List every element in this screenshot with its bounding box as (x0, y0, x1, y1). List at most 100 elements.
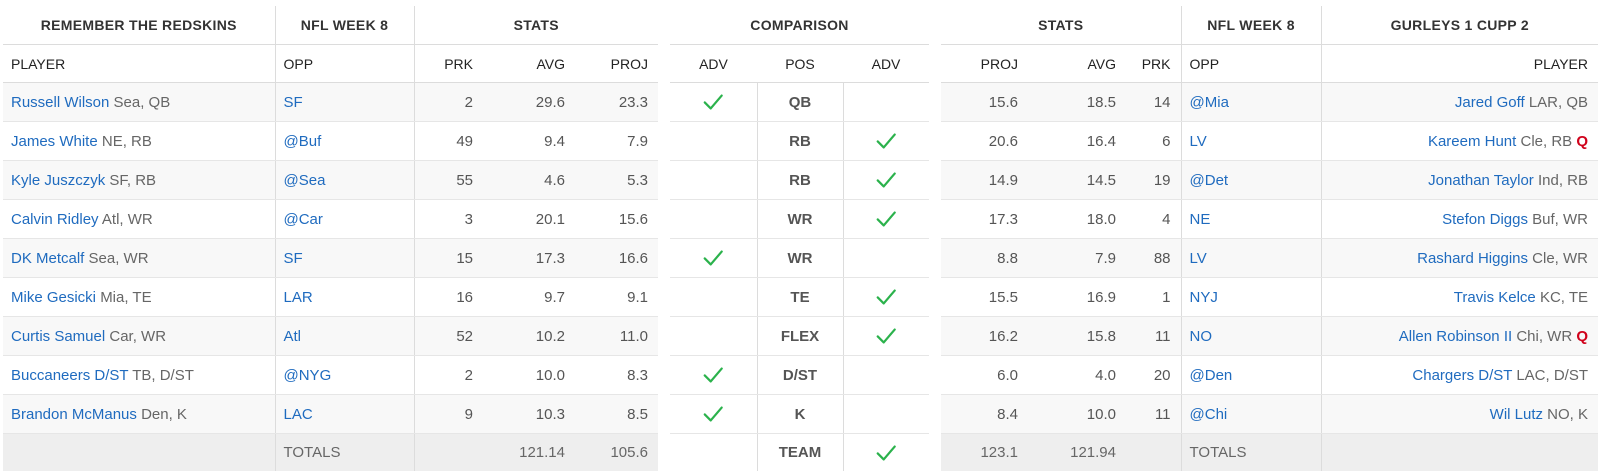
right-player-row: 8.8 7.9 88 LV Rashard Higgins Cle, WR (941, 238, 1599, 278)
opponent-link[interactable]: NO (1189, 327, 1213, 345)
opponent-link[interactable]: @NYG (283, 366, 332, 384)
player-name-link[interactable]: Allen Robinson II (1398, 327, 1513, 345)
player-name-link[interactable]: DK Metcalf (11, 249, 85, 267)
right-adv-cell (843, 316, 930, 356)
proj-cell: 6.0 (941, 355, 1028, 395)
avg-cell: 9.4 (483, 121, 575, 161)
avg-cell: 9.7 (483, 277, 575, 317)
player-name-link[interactable]: Chargers D/ST (1412, 366, 1513, 384)
comp-col-pos: POS (757, 44, 843, 83)
left-adv-cell (670, 199, 757, 239)
left-adv-cell (670, 160, 757, 200)
player-name-link[interactable]: James White (11, 132, 98, 150)
right-adv-cell (843, 121, 930, 161)
check-icon (703, 94, 724, 110)
player-team-pos: Atl, WR (101, 210, 153, 228)
opponent-link[interactable]: @Det (1189, 171, 1229, 189)
player-cell: Travis Kelce KC, TE (1320, 277, 1599, 317)
prk-cell: 2 (413, 355, 483, 395)
check-icon (876, 133, 897, 149)
left-team-table: REMEMBER THE REDSKINS NFL WEEK 8 STATS P… (3, 6, 659, 471)
player-cell: Stefon Diggs Buf, WR (1320, 199, 1599, 239)
player-name-link[interactable]: Mike Gesicki (11, 288, 97, 306)
opponent-link[interactable]: NYJ (1189, 288, 1218, 306)
player-name-link[interactable]: Curtis Samuel (11, 327, 106, 345)
player-name-link[interactable]: Jonathan Taylor (1428, 171, 1534, 189)
opponent-link[interactable]: @Mia (1189, 93, 1229, 111)
opponent-link[interactable]: @Den (1189, 366, 1233, 384)
player-name-link[interactable]: Jared Goff (1454, 93, 1525, 111)
left-player-row: Mike Gesicki Mia, TE LAR 16 9.7 9.1 (3, 277, 659, 317)
right-adv-cell (843, 277, 930, 317)
player-team-pos: Buf, WR (1532, 210, 1589, 228)
opponent-link[interactable]: LV (1189, 132, 1207, 150)
opponent-link[interactable]: SF (283, 249, 303, 267)
left-col-prk: PRK (413, 44, 483, 83)
player-name-link[interactable]: Travis Kelce (1453, 288, 1536, 306)
opponent-link[interactable]: SF (283, 93, 303, 111)
player-name-link[interactable]: Buccaneers D/ST (11, 366, 129, 384)
left-player-row: Kyle Juszczyk SF, RB @Sea 55 4.6 5.3 (3, 160, 659, 200)
position-label: WR (756, 199, 844, 239)
left-player-row: James White NE, RB @Buf 49 9.4 7.9 (3, 121, 659, 161)
right-adv-cell (843, 160, 930, 200)
opponent-link[interactable]: LAC (283, 405, 313, 423)
player-name-link[interactable]: Wil Lutz (1489, 405, 1543, 423)
left-totals-label: TOTALS (274, 433, 414, 471)
player-cell: Curtis Samuel Car, WR (3, 316, 275, 356)
prk-cell: 4 (1126, 199, 1182, 239)
avg-cell: 18.0 (1028, 199, 1126, 239)
opponent-link[interactable]: LAR (283, 288, 313, 306)
opponent-cell: @Det (1180, 160, 1322, 200)
player-cell: Jared Goff LAR, QB (1320, 82, 1599, 122)
player-name-link[interactable]: Kareem Hunt (1427, 132, 1517, 150)
opponent-cell: @NYG (274, 355, 414, 395)
check-icon (876, 289, 897, 305)
player-name-link[interactable]: Calvin Ridley (11, 210, 99, 228)
player-team-pos: Cle, WR (1532, 249, 1589, 267)
opponent-link[interactable]: @Chi (1189, 405, 1228, 423)
empty-cell (413, 433, 483, 471)
check-icon (703, 250, 724, 266)
position-label: K (756, 394, 844, 434)
comparison-row: TE (670, 277, 930, 317)
opponent-link[interactable]: @Sea (283, 171, 326, 189)
proj-cell: 14.9 (941, 160, 1028, 200)
left-totals-row: TOTALS 121.14 105.6 (3, 433, 659, 471)
player-cell: Rashard Higgins Cle, WR (1320, 238, 1599, 278)
right-stats-header: STATS (941, 6, 1182, 45)
prk-cell: 52 (413, 316, 483, 356)
opponent-cell: NO (1180, 316, 1322, 356)
check-icon (703, 406, 724, 422)
prk-cell: 6 (1126, 121, 1182, 161)
opponent-link[interactable]: @Car (283, 210, 323, 228)
left-adv-cell (670, 433, 757, 471)
opponent-cell: @Mia (1180, 82, 1322, 122)
left-player-row: Buccaneers D/ST TB, D/ST @NYG 2 10.0 8.3 (3, 355, 659, 395)
player-name-link[interactable]: Rashard Higgins (1417, 249, 1528, 267)
player-team-pos: Chi, WR (1516, 327, 1573, 345)
opponent-link[interactable]: Atl (283, 327, 302, 345)
player-name-link[interactable]: Kyle Juszczyk (11, 171, 106, 189)
prk-cell: 16 (413, 277, 483, 317)
left-adv-cell (670, 316, 757, 356)
player-team-pos: Sea, WR (88, 249, 149, 267)
player-name-link[interactable]: Stefon Diggs (1442, 210, 1528, 228)
avg-cell: 7.9 (1028, 238, 1126, 278)
avg-cell: 14.5 (1028, 160, 1126, 200)
opponent-link[interactable]: @Buf (283, 132, 322, 150)
position-label: TE (756, 277, 844, 317)
right-player-row: 6.0 4.0 20 @Den Chargers D/ST LAC, D/ST (941, 355, 1599, 395)
right-adv-cell (843, 238, 930, 278)
opponent-cell: @Sea (274, 160, 414, 200)
check-icon (876, 211, 897, 227)
player-team-pos: SF, RB (109, 171, 157, 189)
opponent-cell: Atl (274, 316, 414, 356)
opponent-link[interactable]: LV (1189, 249, 1207, 267)
player-name-link[interactable]: Russell Wilson (11, 93, 110, 111)
player-name-link[interactable]: Brandon McManus (11, 405, 137, 423)
prk-cell: 19 (1126, 160, 1182, 200)
proj-cell: 16.2 (941, 316, 1028, 356)
avg-cell: 4.0 (1028, 355, 1126, 395)
opponent-link[interactable]: NE (1189, 210, 1211, 228)
